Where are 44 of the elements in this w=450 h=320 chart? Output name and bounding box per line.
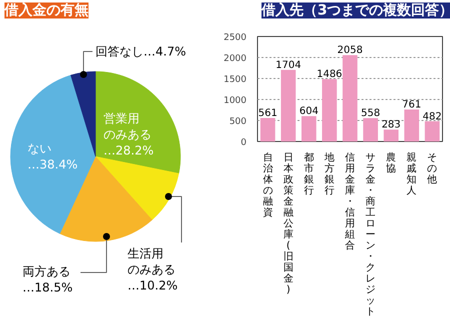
x-tick-label: 自治体の融資 bbox=[262, 152, 273, 218]
bar bbox=[342, 55, 358, 142]
bar bbox=[384, 130, 399, 142]
data-label: …38.4% bbox=[28, 158, 78, 172]
y-tick-label: 1500 bbox=[224, 75, 247, 85]
x-tick-label: 親戚知人 bbox=[406, 152, 417, 196]
data-label: 1704 bbox=[276, 60, 302, 71]
data-label: 561 bbox=[258, 108, 278, 119]
y-tick-label: 2500 bbox=[224, 33, 247, 43]
data-label: …28.2% bbox=[104, 144, 154, 158]
data-label: 283 bbox=[382, 120, 401, 131]
category-label: サラ金・商工ローン・クレジット bbox=[366, 152, 376, 318]
slice-label: 両方ある bbox=[22, 264, 70, 278]
data-label: 604 bbox=[299, 106, 318, 118]
bar bbox=[260, 118, 276, 142]
data-label: …10.2% bbox=[128, 278, 178, 293]
bar bbox=[404, 110, 420, 142]
x-tick-label: その他 bbox=[427, 152, 438, 186]
slice-label: ない bbox=[28, 142, 52, 156]
data-label: 2058 bbox=[337, 45, 363, 56]
bar bbox=[363, 118, 378, 142]
data-label: 1486 bbox=[316, 69, 342, 80]
chart-title: 借入先（3つまでの複数回答） bbox=[260, 2, 450, 18]
category-label: 信用金庫・信用組合 bbox=[345, 152, 355, 252]
y-tick-label: 500 bbox=[229, 117, 247, 127]
category-label: 日本政策金融公庫(旧国金) bbox=[283, 152, 294, 296]
x-tick-label: 地方銀行 bbox=[323, 152, 334, 196]
y-tick-label: 2000 bbox=[224, 54, 247, 64]
bar bbox=[424, 121, 440, 142]
bar bbox=[301, 116, 316, 142]
data-label: …18.5% bbox=[22, 280, 73, 295]
slice-label: 生活用のみある bbox=[128, 246, 176, 277]
slice-label: 営業用のみある bbox=[104, 112, 152, 142]
data-label: 761 bbox=[402, 100, 422, 111]
data-label: 558 bbox=[361, 108, 380, 120]
data-label: 482 bbox=[422, 111, 442, 122]
bar bbox=[280, 70, 296, 142]
chart-title: 借入金の有無 bbox=[4, 2, 88, 18]
y-tick-label: 1000 bbox=[224, 96, 247, 106]
x-tick-label: 都市銀行 bbox=[304, 152, 314, 196]
bar bbox=[322, 79, 337, 142]
x-tick-label: 農協 bbox=[386, 152, 396, 174]
slice-label: 回答なし…4.7% bbox=[96, 44, 186, 58]
y-tick-label: 0 bbox=[240, 138, 247, 148]
